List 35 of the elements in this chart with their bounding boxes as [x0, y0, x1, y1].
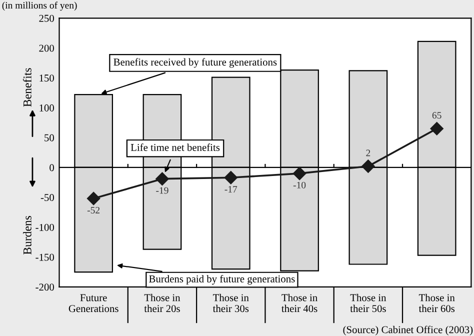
x-tick-label: Those in their 60s — [418, 294, 455, 312]
text: Burdens — [23, 216, 32, 255]
annotation: Life time net benefits — [130, 144, 220, 151]
y-tick-label: 200 — [39, 44, 54, 52]
y-tick-label: -100 — [36, 224, 54, 231]
annotation: Benefits received by future generations — [114, 58, 277, 68]
x-tick-label: Those in their 50s — [350, 294, 386, 312]
data-label: 2 — [366, 150, 370, 156]
y-tick-label: -200 — [36, 284, 54, 291]
point — [86, 192, 100, 206]
text: (in millions of yen) — [2, 2, 77, 11]
annotation: Burdens paid by future generations — [149, 274, 295, 285]
text: Benefits — [22, 68, 32, 107]
point — [362, 160, 375, 173]
point — [224, 171, 238, 184]
y-tick-label: 250 — [39, 14, 54, 22]
data-label: 65 — [432, 112, 442, 119]
data-label: -17 — [224, 186, 238, 192]
data-label: -10 — [293, 182, 306, 188]
x-tick-label: Those in their 40s — [282, 294, 318, 312]
point — [430, 122, 444, 136]
text: (Source) Cabinet Office (2003) — [343, 326, 473, 336]
y-tick-label: 150 — [40, 74, 54, 82]
data-label: -52 — [87, 206, 100, 214]
x-tick-label: Those in their 20s — [144, 294, 180, 312]
y-tick-label: 100 — [40, 104, 54, 112]
data-label: -19 — [156, 187, 168, 194]
y-tick-label: -150 — [36, 254, 54, 261]
x-tick-label: Those in their 30s — [212, 294, 249, 312]
y-tick-label: -50 — [40, 194, 54, 202]
point — [292, 166, 306, 180]
y-tick-label: 0 — [50, 164, 54, 172]
x-tick-label: Future Generations — [68, 294, 118, 312]
point — [156, 172, 169, 186]
y-tick-label: 50 — [44, 134, 54, 142]
